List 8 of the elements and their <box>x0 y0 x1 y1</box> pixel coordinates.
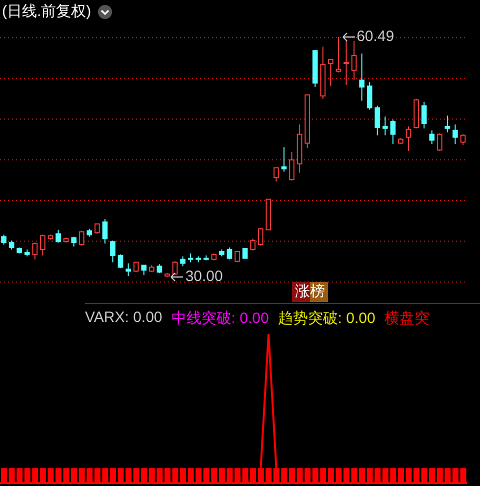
annotation: 30.00 <box>185 268 223 286</box>
annotation: 60.49 <box>356 28 394 46</box>
text: 涨榜 <box>292 282 328 302</box>
legend-label: VARX: 0.00 <box>85 309 162 328</box>
legend-label: 中线突破: 0.00 <box>171 309 269 328</box>
legend-label: 趋势突破: 0.00 <box>278 309 376 328</box>
text: 横盘突 <box>384 309 430 328</box>
chart-title: (日线.前复权) <box>2 2 92 21</box>
